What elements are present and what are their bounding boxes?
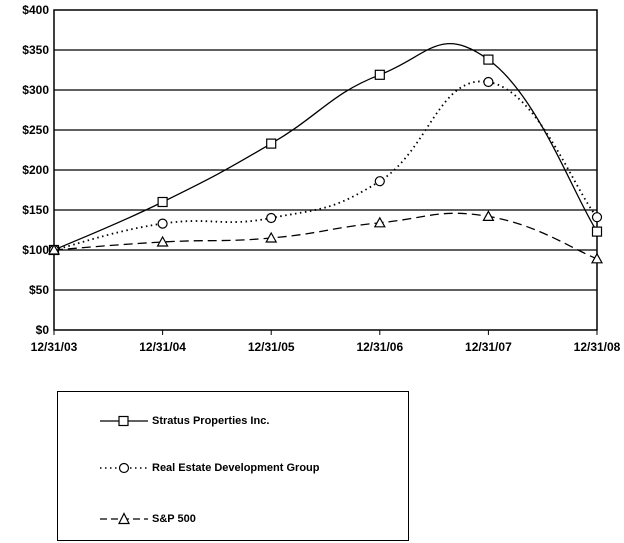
x-tick-label: 12/31/03 (31, 340, 78, 354)
data-point-square (374, 69, 385, 80)
y-tick-label: $50 (29, 283, 49, 297)
y-tick-label: $0 (36, 323, 50, 337)
series-line (53, 212, 598, 260)
y-tick-label: $200 (22, 163, 49, 177)
data-point-circle (591, 212, 603, 223)
x-tick-label: 12/31/05 (248, 340, 295, 354)
data-point-triangle (373, 216, 386, 228)
legend-item-real-estate: Real Estate Development Group (98, 458, 320, 478)
series-1 (48, 76, 603, 256)
chart: $0 $50 $100 $150 $200 $250 $300 $350 $400 12/31/… (22, 3, 621, 354)
series-line (53, 80, 598, 251)
plot-area (53, 9, 598, 331)
triangle-marker-icon (100, 512, 148, 525)
data-point-square (157, 196, 168, 208)
data-point-triangle (156, 235, 169, 247)
legend-item-sp500: S&P 500 (98, 509, 196, 529)
data-point-square (591, 226, 603, 237)
series-0 (48, 43, 603, 256)
x-tick-label: 12/31/04 (139, 340, 186, 354)
y-tick-label: $250 (22, 123, 49, 137)
x-tick-label: 12/31/07 (465, 340, 512, 354)
legend-label-sp500: S&P 500 (152, 513, 196, 525)
legend-label-real-estate: Real Estate Development Group (152, 462, 320, 474)
y-tick-label: $150 (22, 203, 49, 217)
y-axis-ticks: $0 $50 $100 $150 $200 $250 $300 $350 $400 (22, 3, 49, 337)
y-tick-label: $100 (22, 243, 49, 257)
legend-item-stratus: Stratus Properties Inc. (98, 411, 269, 431)
data-point-triangle (265, 231, 278, 243)
data-point-circle (374, 176, 385, 187)
legend: Stratus Properties Inc. Real Estate Deve… (57, 391, 409, 541)
y-tick-label: $300 (22, 83, 49, 97)
data-point-square (266, 138, 277, 149)
circle-marker-icon (100, 462, 148, 474)
x-tick-label: 12/31/08 (574, 340, 621, 354)
series-line (53, 43, 598, 251)
legend-label-stratus: Stratus Properties Inc. (152, 415, 270, 427)
series-2 (47, 210, 604, 264)
square-marker-icon (100, 415, 148, 427)
y-tick-label: $400 (22, 3, 49, 17)
data-point-triangle (482, 210, 495, 221)
series-lines (47, 43, 604, 264)
data-point-circle (483, 76, 494, 88)
data-point-square (483, 54, 494, 65)
x-axis-ticks: 12/31/03 12/31/04 12/31/05 12/31/06 12/31/07… (31, 330, 621, 354)
data-point-triangle (590, 252, 604, 264)
y-tick-label: $350 (22, 43, 49, 57)
data-point-circle (157, 218, 168, 229)
data-point-triangle (47, 243, 61, 255)
data-point-circle (266, 212, 277, 224)
x-tick-label: 12/31/06 (356, 340, 403, 354)
